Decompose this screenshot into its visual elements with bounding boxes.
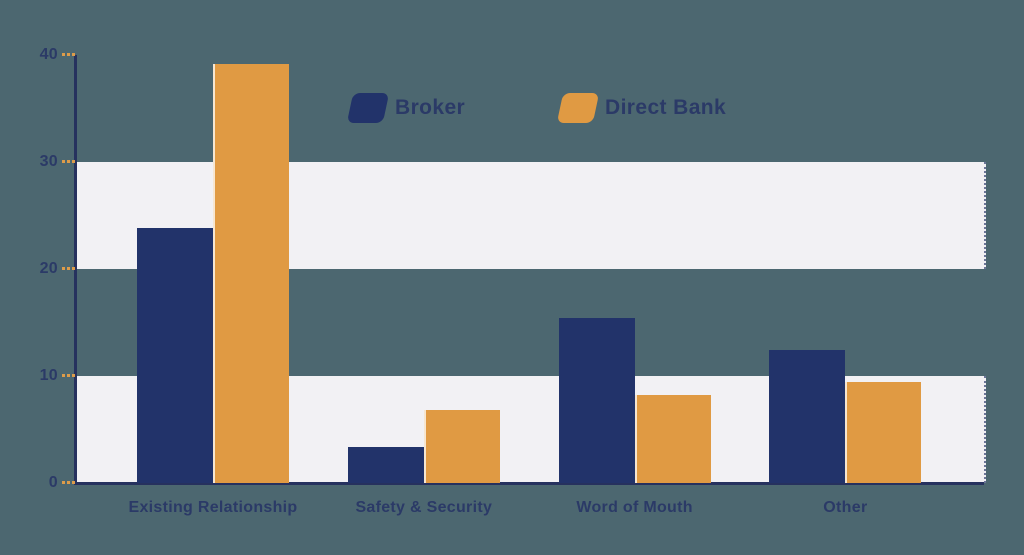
x-category-label: Word of Mouth [576, 499, 693, 516]
legend-swatch-icon [346, 93, 390, 123]
x-category-label: Existing Relationship [128, 499, 298, 516]
bar-direct-bank [845, 382, 922, 483]
legend-label: Direct Bank [605, 96, 727, 119]
legend-item: Direct Bank [556, 92, 727, 124]
legend-swatch-icon [556, 93, 600, 123]
bar-broker [769, 350, 846, 483]
y-tick-dash [62, 267, 75, 270]
bar-direct-bank [213, 63, 289, 483]
bar-broker [558, 318, 635, 483]
y-tick-label: 20 [39, 260, 58, 277]
y-axis-line [74, 55, 77, 483]
legend-label: Broker [395, 96, 466, 119]
y-tick-dash [62, 160, 75, 163]
legend-item: Broker [346, 92, 466, 124]
y-tick-dash [62, 481, 75, 484]
bar-broker [347, 446, 424, 483]
bar-direct-bank [634, 395, 711, 483]
y-tick-label: 0 [48, 474, 58, 491]
x-category-label: Safety & Security [355, 499, 493, 516]
y-tick-label: 10 [39, 367, 58, 384]
y-tick-dash [62, 374, 75, 377]
bar-direct-bank [423, 410, 500, 483]
x-category-label: Other [823, 499, 868, 516]
y-tick-dash [62, 53, 75, 56]
y-tick-label: 40 [39, 46, 58, 63]
bar-broker [137, 228, 213, 483]
y-tick-label: 30 [39, 153, 58, 170]
x-axis-line [74, 482, 984, 485]
